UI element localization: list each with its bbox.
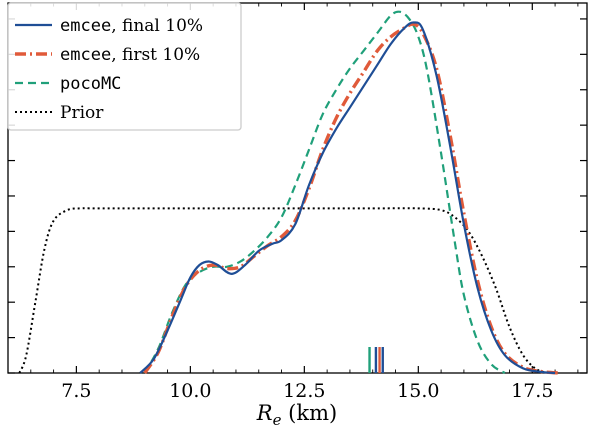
series-line-first — [143, 22, 560, 375]
x-tick-labels: 7.5 10.0 12.5 15.0 17.5 — [61, 380, 553, 402]
legend: emcee, final 10% emcee, first 10% pocoMC… — [7, 2, 242, 131]
legend-label-poco: pocoMC — [60, 74, 121, 94]
x-axis-label: Re (km) — [256, 401, 337, 429]
x-tick-label-3: 15.0 — [397, 380, 439, 402]
x-tick-label-4: 17.5 — [511, 380, 553, 402]
x-tick-label-1: 10.0 — [169, 380, 211, 402]
legend-box — [7, 2, 242, 131]
median-markers — [368, 347, 384, 373]
x-tick-label-0: 7.5 — [61, 380, 91, 402]
legend-label-first: emcee, first 10% — [60, 45, 200, 65]
series-layer — [18, 10, 560, 375]
series-line-final — [139, 21, 556, 375]
x-tick-label-2: 12.5 — [283, 380, 325, 402]
series-line-prior — [18, 207, 551, 374]
legend-label-final: emcee, final 10% — [60, 16, 203, 36]
legend-label-prior: Prior — [60, 103, 104, 123]
